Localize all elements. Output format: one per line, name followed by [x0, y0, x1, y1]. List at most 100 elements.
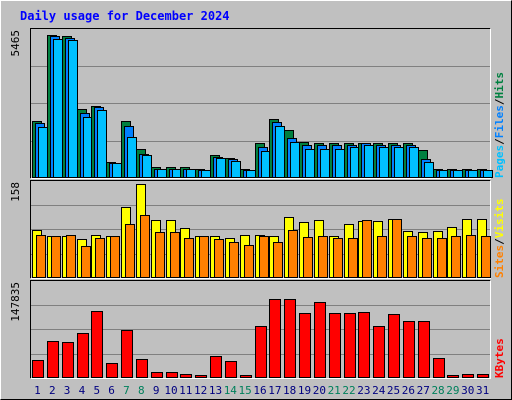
bar-kbytes-day-12 [195, 375, 207, 378]
x-tick-label: 24 [372, 384, 386, 397]
bar-kbytes-day-16 [255, 326, 267, 378]
x-tick-label: 6 [108, 384, 115, 397]
bar-pages-day-5 [97, 110, 107, 178]
x-tick-label: 12 [194, 384, 207, 397]
bar-kbytes-day-10 [166, 372, 178, 378]
panel-border-dark [30, 28, 491, 179]
bar-sites-day-5 [95, 238, 105, 278]
x-tick-label: 19 [298, 384, 311, 397]
bar-pages-day-25 [394, 147, 404, 178]
bar-sites-day-24 [377, 236, 387, 278]
bar-kbytes-day-13 [210, 356, 222, 378]
legend-item: / [493, 238, 506, 245]
x-tick-label: 18 [283, 384, 296, 397]
bar-kbytes-day-20 [314, 302, 326, 378]
panel-border-light [30, 180, 491, 279]
bar-pages-day-2 [53, 39, 63, 178]
panel-border-dark [30, 280, 491, 379]
x-tick-label: 9 [153, 384, 160, 397]
bar-pages-day-12 [201, 170, 211, 178]
y-max-label: 147835 [9, 282, 22, 322]
panel-visits-sites: 158 Sites/Visits [9, 180, 506, 279]
bar-pages-day-17 [275, 126, 285, 178]
bar-kbytes-day-18 [284, 299, 296, 378]
bar-kbytes-day-3 [62, 342, 74, 378]
legend-item: Pages [493, 145, 506, 178]
bar-sites-day-1 [36, 235, 46, 278]
x-tick-label: 28 [431, 384, 444, 397]
bar-kbytes-day-25 [388, 314, 400, 378]
bar-kbytes-day-6 [106, 363, 118, 378]
bar-pages-day-11 [186, 169, 196, 178]
x-tick-label: 11 [179, 384, 192, 397]
bar-kbytes-day-5 [91, 311, 103, 378]
bar-sites-day-7 [125, 224, 135, 278]
x-tick-label: 13 [209, 384, 222, 397]
bar-pages-day-23 [364, 145, 374, 178]
chart-title: Daily usage for December 2024 [20, 9, 230, 23]
x-tick-label: 26 [402, 384, 415, 397]
bar-pages-day-20 [320, 149, 330, 178]
bar-kbytes-day-22 [344, 313, 356, 378]
x-tick-label: 20 [313, 384, 326, 397]
bar-sites-day-19 [303, 237, 313, 278]
bar-sites-day-29 [451, 236, 461, 278]
bar-sites-day-9 [155, 232, 165, 278]
bar-kbytes-day-26 [403, 321, 415, 378]
x-tick-label: 31 [476, 384, 489, 397]
bar-sites-day-4 [81, 246, 91, 278]
bar-pages-day-8 [142, 155, 152, 178]
bar-kbytes-day-14 [225, 361, 237, 378]
bar-sites-day-20 [318, 236, 328, 278]
bar-kbytes-day-11 [180, 374, 192, 378]
bar-pages-day-26 [409, 147, 419, 178]
x-tick-label: 23 [357, 384, 370, 397]
bar-pages-day-14 [231, 161, 241, 178]
bar-sites-day-10 [170, 232, 180, 278]
x-tick-label: 8 [138, 384, 145, 397]
bar-kbytes-day-19 [299, 313, 311, 378]
x-tick-label: 25 [387, 384, 400, 397]
x-tick-label: 5 [93, 384, 100, 397]
bar-kbytes-day-21 [329, 313, 341, 378]
bar-kbytes-day-7 [121, 330, 133, 378]
bar-kbytes-day-15 [240, 375, 252, 378]
x-tick-label: 17 [268, 384, 281, 397]
bar-pages-day-15 [246, 170, 256, 178]
x-tick-label: 27 [417, 384, 430, 397]
x-tick-label: 7 [123, 384, 130, 397]
y-max-label: 158 [9, 182, 22, 202]
legend-item: Files [493, 105, 506, 138]
bar-sites-day-31 [481, 236, 491, 278]
bar-pages-day-27 [424, 162, 434, 178]
bar-sites-day-30 [466, 235, 476, 278]
bar-pages-day-7 [127, 137, 137, 178]
x-tick-label: 4 [79, 384, 86, 397]
x-tick-label: 30 [461, 384, 474, 397]
legend-item: Hits [493, 72, 506, 99]
bar-sites-day-11 [184, 238, 194, 278]
bar-sites-day-28 [437, 238, 447, 278]
bar-sites-day-17 [273, 242, 283, 278]
bar-sites-day-2 [51, 236, 61, 278]
x-tick-label: 29 [446, 384, 459, 397]
x-tick-label: 15 [239, 384, 252, 397]
bar-kbytes-day-28 [433, 358, 445, 378]
x-tick-label: 3 [64, 384, 71, 397]
bar-sites-day-12 [199, 236, 209, 278]
x-tick-label: 10 [164, 384, 177, 397]
bar-pages-day-9 [157, 169, 167, 178]
bar-kbytes-day-2 [47, 341, 59, 378]
panel-border-light [30, 280, 491, 379]
bar-sites-day-21 [333, 238, 343, 278]
panel-kbytes: 147835 KBytes [9, 280, 506, 379]
bar-sites-day-18 [288, 230, 298, 278]
bar-pages-day-13 [216, 158, 226, 178]
bar-pages-day-29 [453, 170, 463, 178]
bar-sites-day-23 [362, 220, 372, 278]
y-max-label: 5465 [9, 30, 22, 57]
x-tick-label: 21 [328, 384, 341, 397]
